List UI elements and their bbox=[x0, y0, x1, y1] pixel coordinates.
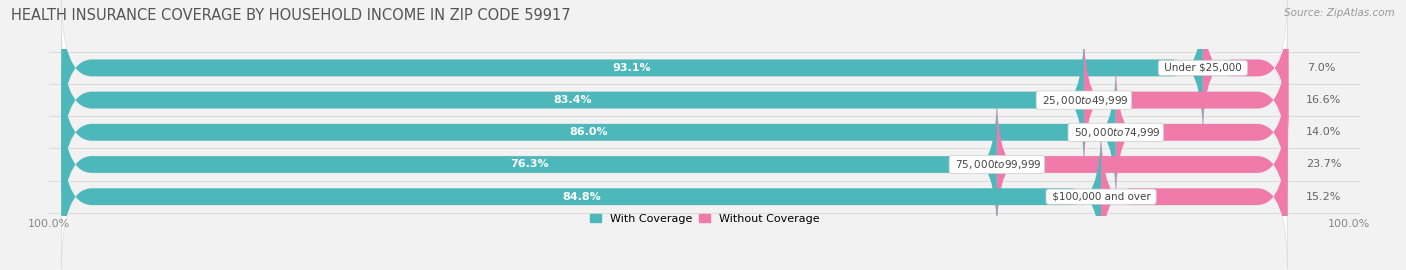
FancyBboxPatch shape bbox=[62, 60, 1288, 204]
Text: $25,000 to $49,999: $25,000 to $49,999 bbox=[1039, 94, 1129, 107]
Text: 93.1%: 93.1% bbox=[613, 63, 651, 73]
Text: 23.7%: 23.7% bbox=[1306, 160, 1341, 170]
FancyBboxPatch shape bbox=[62, 92, 997, 237]
Text: 86.0%: 86.0% bbox=[569, 127, 607, 137]
FancyBboxPatch shape bbox=[1204, 0, 1289, 140]
Text: 84.8%: 84.8% bbox=[562, 192, 600, 202]
FancyBboxPatch shape bbox=[62, 60, 1116, 204]
FancyBboxPatch shape bbox=[62, 124, 1101, 269]
FancyBboxPatch shape bbox=[1084, 28, 1288, 172]
FancyBboxPatch shape bbox=[62, 92, 1288, 237]
FancyBboxPatch shape bbox=[1101, 124, 1288, 269]
FancyBboxPatch shape bbox=[62, 0, 1288, 140]
Text: Under $25,000: Under $25,000 bbox=[1161, 63, 1244, 73]
FancyBboxPatch shape bbox=[997, 92, 1288, 237]
FancyBboxPatch shape bbox=[62, 0, 1204, 140]
Text: $50,000 to $74,999: $50,000 to $74,999 bbox=[1070, 126, 1161, 139]
Text: 7.0%: 7.0% bbox=[1308, 63, 1336, 73]
Text: 16.6%: 16.6% bbox=[1306, 95, 1341, 105]
Text: 15.2%: 15.2% bbox=[1306, 192, 1341, 202]
FancyBboxPatch shape bbox=[1116, 60, 1288, 204]
FancyBboxPatch shape bbox=[62, 28, 1288, 172]
Text: 76.3%: 76.3% bbox=[510, 160, 548, 170]
Text: HEALTH INSURANCE COVERAGE BY HOUSEHOLD INCOME IN ZIP CODE 59917: HEALTH INSURANCE COVERAGE BY HOUSEHOLD I… bbox=[11, 8, 571, 23]
Text: $100,000 and over: $100,000 and over bbox=[1049, 192, 1153, 202]
Text: $75,000 to $99,999: $75,000 to $99,999 bbox=[952, 158, 1042, 171]
FancyBboxPatch shape bbox=[62, 124, 1288, 269]
Legend: With Coverage, Without Coverage: With Coverage, Without Coverage bbox=[591, 214, 820, 224]
Text: Source: ZipAtlas.com: Source: ZipAtlas.com bbox=[1284, 8, 1395, 18]
Text: 14.0%: 14.0% bbox=[1306, 127, 1341, 137]
Text: 83.4%: 83.4% bbox=[554, 95, 592, 105]
FancyBboxPatch shape bbox=[62, 28, 1084, 172]
